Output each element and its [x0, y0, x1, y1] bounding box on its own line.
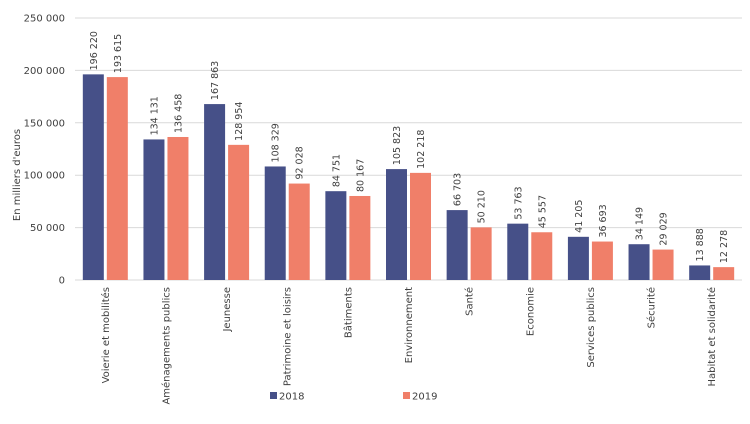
y-tick-label: 150 000	[24, 118, 65, 129]
bar-2019-5	[410, 172, 431, 280]
y-tick-label: 0	[59, 276, 65, 287]
data-label-2018-7: 53 763	[513, 186, 524, 219]
bar-2019-10	[713, 267, 735, 280]
bar-2018-9	[628, 244, 650, 280]
bar-2018-3	[264, 166, 286, 280]
legend-label-2019: 2019	[412, 392, 437, 403]
data-label-2018-9: 34 149	[635, 207, 646, 240]
bar-2018-0	[82, 74, 104, 280]
bar-2019-3	[288, 183, 310, 280]
bar-2019-1	[167, 136, 189, 280]
category-label: Services publics	[586, 287, 597, 368]
y-tick-label: 250 000	[24, 14, 65, 25]
data-label-2019-6: 50 210	[477, 190, 488, 223]
bar-2019-9	[652, 249, 674, 280]
data-label-2018-3: 108 329	[271, 123, 282, 162]
bar-2018-10	[689, 265, 711, 280]
category-label: Habitat et solidarité	[706, 287, 718, 387]
y-axis-title: En milliers d'euros	[12, 129, 23, 221]
data-label-2019-5: 102 218	[416, 130, 427, 169]
legend: 2018 2019	[270, 392, 437, 403]
data-label-2019-10: 12 278	[719, 230, 730, 263]
data-label-2018-8: 41 205	[574, 200, 585, 233]
legend-swatch-2019	[403, 392, 410, 399]
data-label-2019-1: 136 458	[173, 94, 184, 133]
bar-2019-8	[591, 241, 613, 280]
y-tick-label: 100 000	[24, 171, 65, 182]
data-label-2019-8: 36 693	[598, 204, 609, 237]
data-label-2019-7: 45 557	[537, 195, 548, 228]
y-tick-label: 200 000	[24, 66, 65, 77]
y-tick-label: 50 000	[30, 223, 65, 234]
category-label: Voierie et mobilités	[100, 287, 112, 383]
category-label: Bâtiments	[342, 287, 354, 338]
category-label: Aménagements publics	[160, 287, 172, 405]
category-label: Santé	[464, 287, 476, 316]
bars	[82, 74, 735, 280]
data-labels: 196 220 193 615 134 131 136 458 167 863 128 9…	[89, 31, 730, 263]
category-label: Jeunesse	[222, 287, 233, 333]
category-label: Economie	[525, 287, 536, 336]
bar-2019-0	[106, 77, 128, 280]
data-label-2018-5: 105 823	[392, 126, 403, 165]
bar-2019-6	[470, 227, 492, 280]
data-label-2018-10: 13 888	[695, 228, 706, 261]
bar-2018-2	[204, 104, 226, 280]
legend-swatch-2018	[270, 392, 277, 399]
legend-label-2018: 2018	[279, 392, 304, 403]
data-label-2019-3: 92 028	[295, 146, 306, 179]
data-label-2019-4: 80 167	[355, 159, 366, 192]
bar-2018-5	[386, 169, 407, 280]
data-label-2018-1: 134 131	[149, 96, 160, 135]
category-labels: Voierie et mobilités Aménagements publics…	[100, 287, 718, 405]
data-label-2019-2: 128 954	[234, 102, 245, 141]
category-label: Sécurité	[646, 287, 658, 328]
data-label-2018-2: 167 863	[210, 61, 221, 100]
data-label-2018-4: 84 751	[331, 154, 342, 187]
data-label-2018-0: 196 220	[89, 31, 100, 70]
y-axis-ticks: 0 50 000 100 000 150 000 200 000 250 000	[24, 14, 65, 287]
bar-2019-7	[531, 232, 553, 280]
bar-2019-2	[228, 144, 250, 280]
data-label-2019-0: 193 615	[113, 34, 124, 73]
bar-2019-4	[349, 195, 371, 280]
data-label-2018-6: 66 703	[453, 173, 464, 206]
data-label-2019-9: 29 029	[659, 212, 670, 245]
bar-2018-7	[507, 223, 529, 280]
bar-2018-4	[325, 191, 347, 280]
bar-2018-6	[446, 210, 468, 280]
category-label: Patrimoine et loisirs	[283, 287, 294, 386]
bar-2018-8	[567, 236, 589, 280]
category-label: Environnement	[404, 287, 415, 363]
bar-2018-1	[143, 139, 165, 280]
